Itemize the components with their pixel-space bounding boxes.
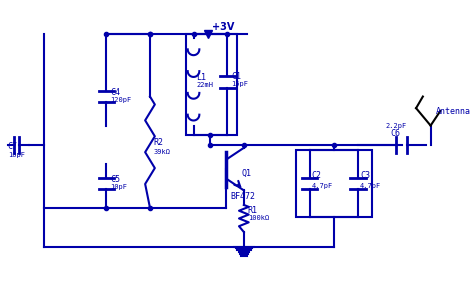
Text: BF472: BF472 (230, 192, 255, 201)
Text: 15pF: 15pF (231, 81, 248, 87)
Text: Q1: Q1 (242, 170, 252, 178)
Bar (296, 150, 372, 217)
Text: 120pF: 120pF (110, 97, 132, 103)
Text: C1: C1 (231, 72, 241, 81)
Text: 22mH: 22mH (196, 82, 213, 88)
Text: +3V: +3V (212, 22, 234, 32)
Text: 10pF: 10pF (8, 152, 25, 158)
Text: 39kΩ: 39kΩ (154, 149, 171, 155)
Text: R2: R2 (154, 138, 164, 146)
Text: 4.7pF: 4.7pF (360, 183, 381, 189)
Text: C6: C6 (391, 129, 401, 138)
Text: 4.7pF: 4.7pF (311, 183, 333, 189)
Text: C5: C5 (110, 175, 120, 184)
Text: 10pF: 10pF (110, 184, 128, 190)
Text: C3: C3 (360, 171, 370, 180)
Text: Antenna: Antenna (436, 107, 470, 115)
Text: C4: C4 (110, 88, 120, 97)
Text: L1: L1 (196, 73, 207, 82)
Text: R1: R1 (248, 206, 258, 215)
Text: C7: C7 (8, 142, 18, 151)
Text: C2: C2 (311, 171, 321, 180)
Text: 100kΩ: 100kΩ (248, 215, 269, 221)
Text: 2.2pF: 2.2pF (385, 123, 406, 129)
Bar (186, 34, 237, 135)
